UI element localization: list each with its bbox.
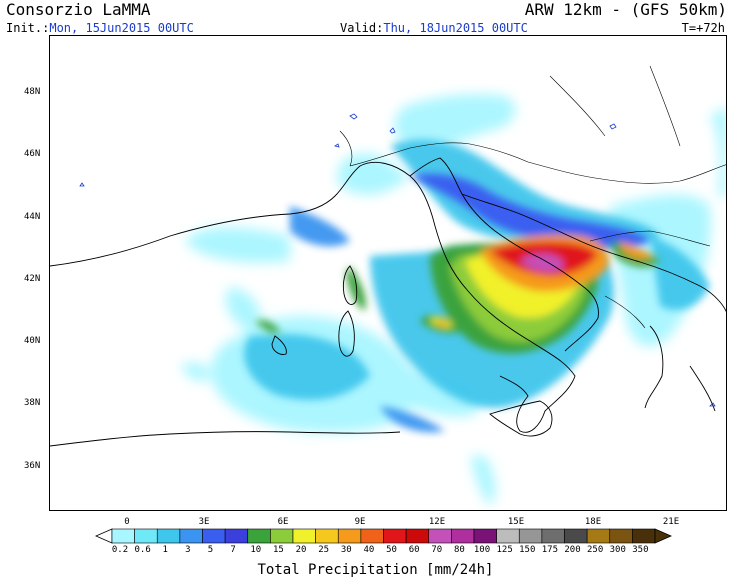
colorbar-label: 5 [207, 545, 214, 555]
colorbar-swatch [224, 528, 249, 544]
colorbar-swatch [179, 528, 203, 544]
map-canvas [50, 65, 726, 506]
colorbar-swatch [360, 528, 384, 544]
lon-label-6e: 6E [277, 517, 289, 527]
colorbar-label: 25 [318, 545, 330, 555]
colorbar-label: 60 [408, 545, 420, 555]
colorbar-swatch [247, 528, 271, 544]
forecast-timestep: T=+72h [681, 21, 725, 35]
colorbar-label: 100 [473, 545, 491, 555]
valid-time: Valid:Thu, 18Jun2015 00UTC [340, 22, 528, 34]
colorbar-swatch [428, 528, 452, 544]
colorbar-swatch [496, 528, 520, 544]
colorbar-label: 10 [250, 545, 262, 555]
lon-label-9e: 9E [354, 517, 366, 527]
lon-label-15e: 15E [507, 517, 525, 527]
colorbar-label: 70 [431, 545, 443, 555]
organization-title: Consorzio LaMMA [6, 0, 151, 19]
init-value: Mon, 15Jun2015 00UTC [49, 21, 194, 35]
colorbar-label: 80 [453, 545, 465, 555]
lat-label-42: 42N [24, 274, 41, 284]
lon-label-0: 0 [124, 517, 130, 527]
model-title: ARW 12km - (GFS 50km) [524, 0, 727, 19]
colorbar-label: 0.2 [111, 545, 129, 555]
lon-label-18e: 18E [584, 517, 602, 527]
colorbar-title: Total Precipitation [mm/24h] [257, 562, 494, 578]
colorbar-swatch [586, 528, 611, 544]
coastlines [50, 157, 726, 447]
colorbar-label: 350 [632, 545, 649, 555]
colorbar-label: 3 [185, 545, 191, 555]
lat-label-48: 48N [24, 87, 41, 97]
colorbar-swatch [405, 528, 430, 544]
precip-heavy [255, 174, 660, 354]
colorbar-label: 7 [230, 545, 236, 555]
precipitation-map [49, 35, 727, 511]
colorbar-label: 0.6 [134, 545, 151, 555]
colorbar-label: 20 [295, 545, 307, 555]
colorbar-swatch [337, 528, 362, 544]
colorbar-swatch [315, 528, 339, 544]
lat-label-38: 38N [24, 398, 41, 408]
init-label: Init.: [6, 21, 50, 35]
lakes [79, 113, 716, 407]
colorbar-swatch [111, 528, 135, 544]
colorbar-arrow-high [654, 528, 672, 544]
valid-label: Valid: [340, 21, 384, 35]
lat-label-36: 36N [24, 461, 41, 471]
colorbar [95, 528, 672, 544]
valid-value: Thu, 18Jun2015 00UTC [383, 21, 528, 35]
colorbar-swatch [632, 528, 656, 544]
lat-label-40: 40N [24, 336, 41, 346]
lat-label-46: 46N [24, 149, 41, 159]
colorbar-swatch [202, 528, 226, 544]
colorbar-swatch [451, 528, 475, 544]
colorbar-label: 40 [363, 545, 375, 555]
lon-label-21e: 21E [662, 517, 680, 527]
colorbar-swatch [292, 528, 316, 544]
lat-label-44: 44N [24, 212, 41, 222]
colorbar-swatch [473, 528, 497, 544]
colorbar-label: 30 [340, 545, 352, 555]
colorbar-label: 200 [564, 545, 581, 555]
colorbar-swatch [134, 528, 158, 544]
lon-label-3e: 3E [198, 517, 210, 527]
colorbar-label: 125 [496, 545, 513, 555]
country-borders [339, 65, 726, 329]
colorbar-label: 1 [162, 545, 168, 555]
colorbar-label: 50 [386, 545, 397, 555]
colorbar-label: 300 [609, 545, 626, 555]
colorbar-label: 250 [586, 545, 604, 555]
colorbar-swatch [564, 528, 588, 544]
colorbar-swatch [383, 528, 407, 544]
lon-label-12e: 12E [428, 517, 446, 527]
colorbar-swatch [541, 528, 565, 544]
colorbar-swatch [156, 528, 181, 544]
colorbar-arrow-low [95, 528, 113, 544]
colorbar-label: 175 [541, 545, 559, 555]
colorbar-label: 15 [272, 545, 284, 555]
init-time: Init.:Mon, 15Jun2015 00UTC [6, 22, 194, 34]
colorbar-label: 150 [519, 545, 536, 555]
colorbar-swatch [518, 528, 543, 544]
colorbar-swatch [609, 528, 633, 544]
colorbar-swatch [270, 528, 294, 544]
